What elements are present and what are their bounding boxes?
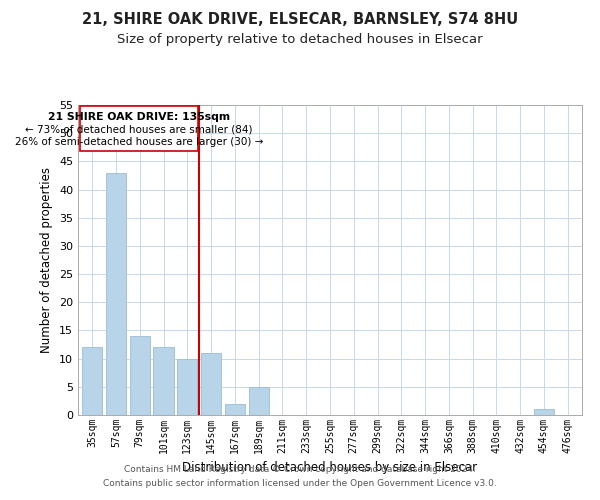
Bar xyxy=(177,358,197,415)
Text: 26% of semi-detached houses are larger (30) →: 26% of semi-detached houses are larger (… xyxy=(15,137,263,147)
Text: Size of property relative to detached houses in Elsecar: Size of property relative to detached ho… xyxy=(117,32,483,46)
FancyBboxPatch shape xyxy=(80,106,198,151)
Bar xyxy=(106,172,126,415)
Text: 21 SHIRE OAK DRIVE: 135sqm: 21 SHIRE OAK DRIVE: 135sqm xyxy=(48,112,230,122)
Bar xyxy=(82,348,103,415)
X-axis label: Distribution of detached houses by size in Elsecar: Distribution of detached houses by size … xyxy=(182,462,478,474)
Bar xyxy=(225,404,245,415)
Bar xyxy=(201,353,221,415)
Bar xyxy=(248,387,269,415)
Text: ← 73% of detached houses are smaller (84): ← 73% of detached houses are smaller (84… xyxy=(25,124,253,134)
Bar xyxy=(154,348,173,415)
Bar xyxy=(130,336,150,415)
Text: Contains HM Land Registry data © Crown copyright and database right 2024.
Contai: Contains HM Land Registry data © Crown c… xyxy=(103,466,497,487)
Text: 21, SHIRE OAK DRIVE, ELSECAR, BARNSLEY, S74 8HU: 21, SHIRE OAK DRIVE, ELSECAR, BARNSLEY, … xyxy=(82,12,518,28)
Y-axis label: Number of detached properties: Number of detached properties xyxy=(40,167,53,353)
Bar xyxy=(534,410,554,415)
